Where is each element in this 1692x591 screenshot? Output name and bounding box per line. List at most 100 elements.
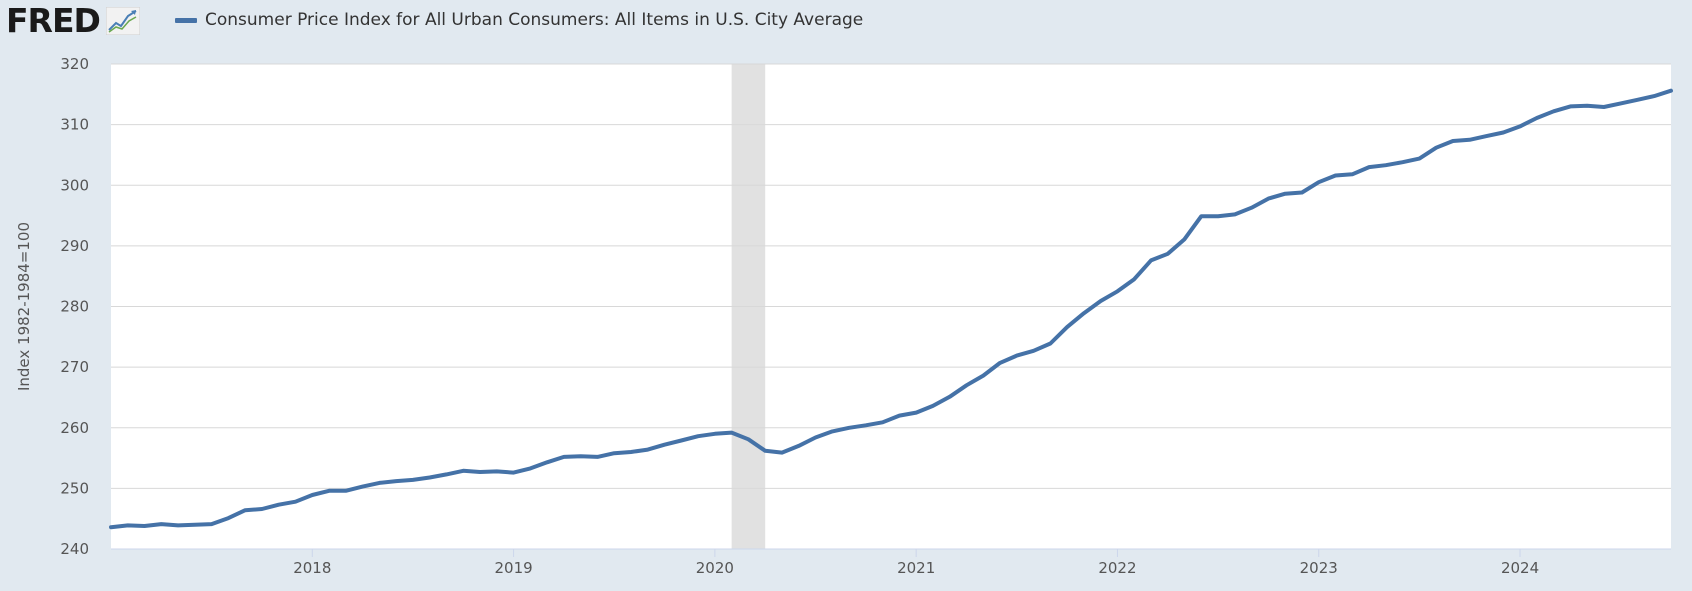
data-point [126, 523, 130, 527]
data-point [1300, 191, 1304, 195]
data-point [1116, 289, 1120, 293]
data-point [545, 460, 549, 464]
data-point [1568, 104, 1572, 108]
data-point [1065, 325, 1069, 329]
x-tick-label: 2022 [1098, 559, 1136, 577]
data-point [294, 500, 298, 504]
data-point [512, 471, 516, 475]
y-tick-label: 300 [60, 176, 89, 194]
data-point [445, 472, 449, 476]
x-tick-label: 2020 [696, 559, 734, 577]
data-point [143, 524, 147, 528]
data-point [1384, 163, 1388, 167]
x-tick-label: 2024 [1501, 559, 1539, 577]
data-point [159, 522, 163, 526]
data-point [663, 443, 667, 447]
data-point [1132, 277, 1136, 281]
chart-area: 240 250 260 270 280 290 300 310 320 2018 2019 2020 2… [0, 44, 1692, 591]
data-point [1233, 212, 1237, 216]
data-point [1619, 101, 1623, 105]
data-point [562, 455, 566, 459]
fred-logo-text: FRED [6, 1, 101, 40]
data-point [260, 507, 264, 511]
data-point [981, 374, 985, 378]
data-point [428, 476, 432, 480]
data-point [914, 411, 918, 415]
data-point [679, 439, 683, 443]
data-point [931, 404, 935, 408]
data-point [998, 361, 1002, 365]
data-point [243, 508, 247, 512]
data-point [830, 429, 834, 433]
y-tick-label: 260 [60, 419, 89, 437]
y-tick-label: 320 [60, 55, 89, 73]
data-point [1032, 349, 1036, 353]
data-point [730, 431, 734, 435]
fred-graph-icon [105, 7, 140, 35]
data-point [1015, 354, 1019, 358]
data-point [411, 478, 415, 482]
data-point [713, 432, 717, 436]
data-point [1367, 165, 1371, 169]
data-point [1166, 252, 1170, 256]
data-point [1099, 299, 1103, 303]
data-point [1401, 160, 1405, 164]
chart-legend[interactable]: Consumer Price Index for All Urban Consu… [175, 8, 863, 32]
y-tick-label: 250 [60, 479, 89, 497]
data-point [1468, 138, 1472, 142]
data-point [361, 485, 365, 489]
data-point [763, 449, 767, 453]
x-tick-label: 2023 [1300, 559, 1338, 577]
x-tick-label: 2018 [293, 559, 331, 577]
data-point [1535, 116, 1539, 120]
data-point [1602, 105, 1606, 109]
cpi-line-chart[interactable]: 240 250 260 270 280 290 300 310 320 2018 2019 2020 2… [0, 44, 1692, 591]
series-line [109, 88, 1673, 530]
x-tick-label: 2021 [897, 559, 935, 577]
data-point [1350, 172, 1354, 176]
data-point [1585, 104, 1589, 108]
data-point [746, 437, 750, 441]
data-point [612, 451, 616, 455]
data-point [1283, 192, 1287, 196]
data-point [646, 448, 650, 452]
y-tick-label: 290 [60, 237, 89, 255]
data-point [596, 455, 600, 459]
data-point [1434, 146, 1438, 150]
x-tick-label: 2019 [494, 559, 532, 577]
data-point [1636, 98, 1640, 102]
data-point [864, 423, 868, 427]
data-point [1669, 89, 1673, 93]
data-point [109, 525, 113, 529]
data-point [1183, 237, 1187, 241]
data-point [210, 522, 214, 526]
data-point [1652, 94, 1656, 98]
data-point [1552, 109, 1556, 113]
data-point [780, 451, 784, 455]
data-point [579, 454, 583, 458]
data-point [629, 450, 633, 454]
data-point [327, 489, 331, 493]
fred-logo[interactable]: FRED [6, 4, 140, 38]
data-point [176, 523, 180, 527]
data-point [344, 489, 348, 493]
data-point [965, 383, 969, 387]
data-point [1317, 180, 1321, 184]
graph-header: FRED Consumer Price Index for All Urban … [0, 0, 1692, 44]
data-point [528, 466, 532, 470]
data-point [1082, 311, 1086, 315]
data-point [897, 414, 901, 418]
data-point [797, 444, 801, 448]
data-point [881, 420, 885, 424]
y-axis-title: Index 1982-1984=100 [15, 222, 33, 391]
legend-series-label: Consumer Price Index for All Urban Consu… [205, 10, 864, 30]
data-point [1216, 214, 1220, 218]
data-point [478, 470, 482, 474]
data-point [847, 426, 851, 430]
data-point [1266, 197, 1270, 201]
y-tick-label: 310 [60, 116, 89, 134]
data-point [1518, 124, 1522, 128]
data-point [1451, 139, 1455, 143]
y-tick-label: 270 [60, 358, 89, 376]
data-point [495, 469, 499, 473]
